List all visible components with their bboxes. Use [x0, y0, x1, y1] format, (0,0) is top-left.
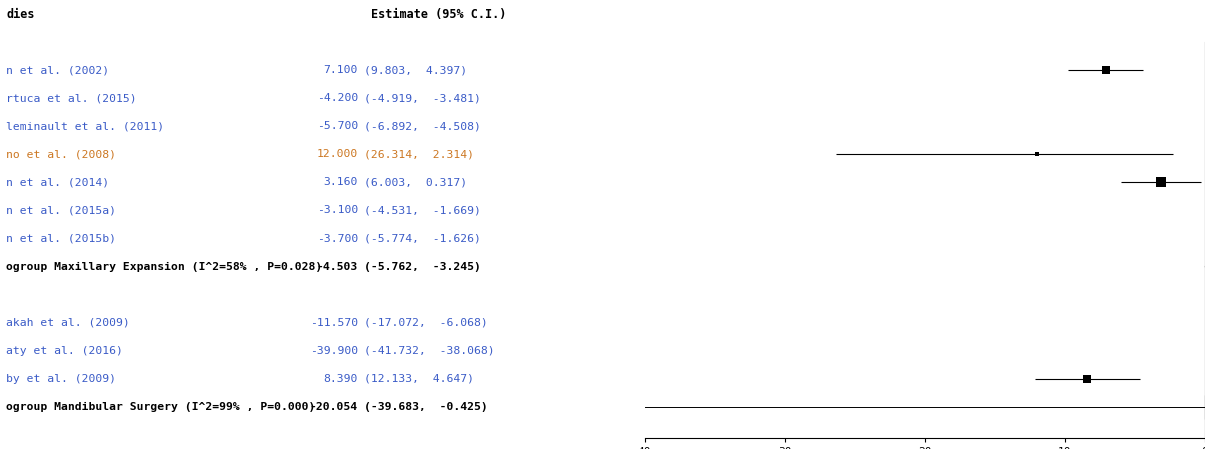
Text: 7.100: 7.100 — [323, 65, 358, 75]
Text: (-39.683,  -0.425): (-39.683, -0.425) — [364, 402, 488, 412]
Text: (-5.762,  -3.245): (-5.762, -3.245) — [364, 262, 481, 272]
Text: (6.003,  0.317): (6.003, 0.317) — [364, 177, 468, 187]
Text: (-4.919,  -3.481): (-4.919, -3.481) — [364, 93, 481, 103]
Text: (12.133,  4.647): (12.133, 4.647) — [364, 374, 475, 384]
Text: n et al. (2015b): n et al. (2015b) — [6, 233, 117, 243]
Text: -4.200: -4.200 — [317, 93, 358, 103]
Text: aty et al. (2016): aty et al. (2016) — [6, 346, 123, 356]
Text: n et al. (2014): n et al. (2014) — [6, 177, 110, 187]
Point — [1151, 179, 1170, 186]
Text: n et al. (2015a): n et al. (2015a) — [6, 206, 117, 216]
Text: (-4.531,  -1.669): (-4.531, -1.669) — [364, 206, 481, 216]
Text: -4.503: -4.503 — [317, 262, 358, 272]
Point — [1077, 375, 1097, 383]
Text: -3.100: -3.100 — [317, 206, 358, 216]
Text: akah et al. (2009): akah et al. (2009) — [6, 318, 130, 328]
Text: -11.570: -11.570 — [310, 318, 358, 328]
Text: -39.900: -39.900 — [310, 346, 358, 356]
Text: (26.314,  2.314): (26.314, 2.314) — [364, 150, 475, 159]
Text: -20.054: -20.054 — [310, 402, 358, 412]
Text: by et al. (2009): by et al. (2009) — [6, 374, 117, 384]
Text: rtuca et al. (2015): rtuca et al. (2015) — [6, 93, 137, 103]
Point — [1027, 151, 1046, 158]
Text: leminault et al. (2011): leminault et al. (2011) — [6, 121, 165, 131]
Text: 8.390: 8.390 — [323, 374, 358, 384]
Text: (-17.072,  -6.068): (-17.072, -6.068) — [364, 318, 488, 328]
Text: -5.700: -5.700 — [317, 121, 358, 131]
Text: (-41.732,  -38.068): (-41.732, -38.068) — [364, 346, 495, 356]
Text: ogroup Mandibular Surgery (I^2=99% , P=0.000): ogroup Mandibular Surgery (I^2=99% , P=0… — [6, 402, 316, 412]
Text: no et al. (2008): no et al. (2008) — [6, 150, 117, 159]
Point — [1095, 66, 1115, 74]
Text: 12.000: 12.000 — [317, 150, 358, 159]
Text: -3.700: -3.700 — [317, 233, 358, 243]
Text: (9.803,  4.397): (9.803, 4.397) — [364, 65, 468, 75]
Text: (-5.774,  -1.626): (-5.774, -1.626) — [364, 233, 481, 243]
Text: 3.160: 3.160 — [323, 177, 358, 187]
Text: (-6.892,  -4.508): (-6.892, -4.508) — [364, 121, 481, 131]
Text: dies: dies — [6, 8, 35, 21]
Text: n et al. (2002): n et al. (2002) — [6, 65, 110, 75]
Text: ogroup Maxillary Expansion (I^2=58% , P=0.028): ogroup Maxillary Expansion (I^2=58% , P=… — [6, 262, 323, 272]
Text: Estimate (95% C.I.): Estimate (95% C.I.) — [371, 8, 506, 21]
